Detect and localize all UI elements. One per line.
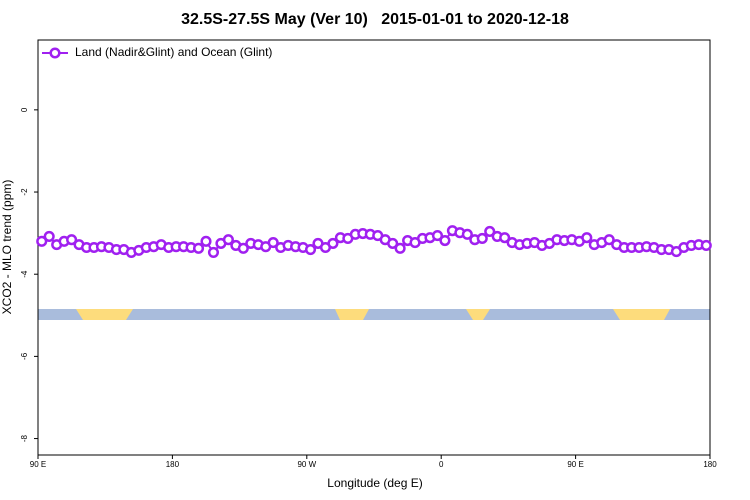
data-point: [192, 242, 205, 254]
land-shape: [613, 309, 670, 320]
y-tick-label: 0: [20, 107, 29, 112]
data-point: [327, 237, 339, 249]
y-tick-label: -6: [20, 352, 29, 360]
data-point: [431, 230, 444, 242]
y-axis-label: XCO2 - MLO trend (ppm): [0, 180, 14, 315]
ocean-strip: [38, 309, 710, 320]
data-point: [304, 244, 317, 256]
legend-label: Land (Nadir&Glint) and Ocean (Glint): [75, 45, 272, 59]
data-point: [36, 235, 48, 247]
data-point: [267, 237, 279, 249]
map-strip: [38, 309, 710, 320]
data-point: [581, 232, 593, 244]
y-tick-label: -8: [20, 434, 29, 442]
y-tick-label: -4: [20, 270, 29, 278]
data-point: [394, 242, 406, 254]
x-tick-label: 90 E: [30, 460, 46, 469]
data-point: [200, 235, 212, 247]
x-tick-label: 180: [703, 460, 717, 469]
y-tick-label: -2: [20, 188, 29, 196]
x-tick-label: 90 E: [567, 460, 583, 469]
x-tick-label: 90 W: [297, 460, 316, 469]
data-point: [237, 242, 249, 254]
land-shape: [466, 309, 490, 320]
data-point: [43, 230, 55, 242]
data-point: [207, 246, 220, 258]
x-axis-label: Longitude (deg E): [327, 476, 422, 490]
x-tick-label: 0: [439, 460, 444, 469]
data-point: [476, 232, 488, 245]
x-tick-label: 180: [166, 460, 180, 469]
data-point: [222, 234, 234, 246]
data-point: [66, 234, 78, 246]
chart-title: 32.5S-27.5S May (Ver 10) 2015-01-01 to 2…: [181, 11, 569, 28]
legend-marker: [49, 47, 61, 59]
data-point: [700, 239, 712, 251]
data-point: [439, 234, 451, 247]
data-point: [484, 225, 496, 238]
data-point: [603, 234, 615, 246]
land-shape: [76, 309, 133, 320]
land-shape: [335, 309, 369, 320]
data-point: [387, 237, 399, 249]
data-point: [499, 232, 511, 244]
data-point: [461, 228, 473, 240]
